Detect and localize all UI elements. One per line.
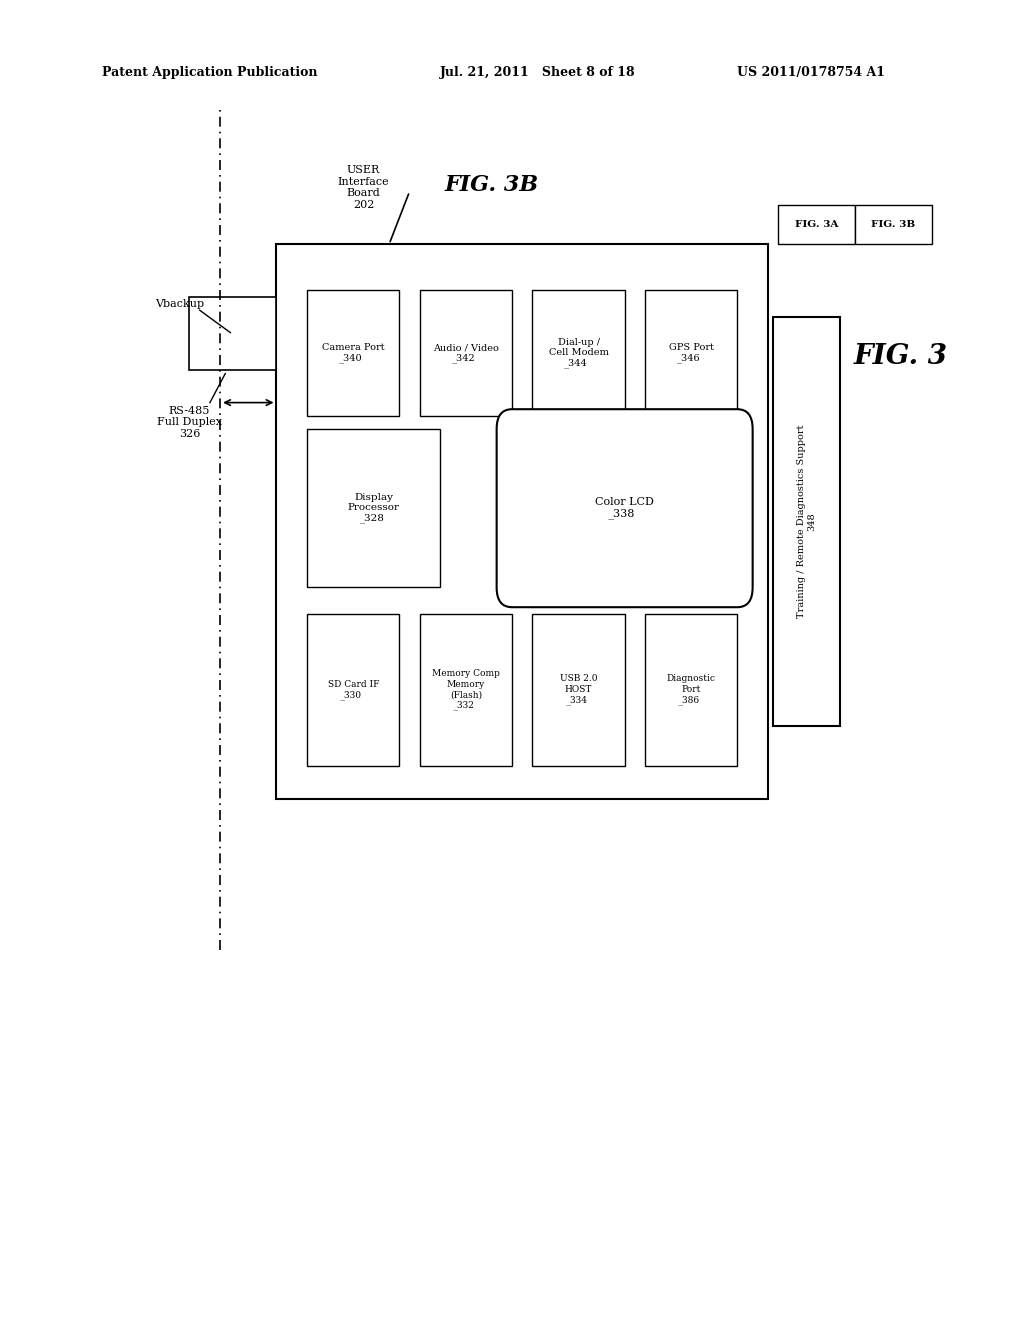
Bar (307, 290, 399, 416)
Text: SD Card IF
̲330: SD Card IF ̲330 (328, 680, 379, 700)
Text: Patent Application Publication: Patent Application Publication (102, 66, 317, 79)
Text: Display
Processor
̲328: Display Processor ̲328 (348, 492, 399, 524)
Text: RS-485
Full Duplex
326: RS-485 Full Duplex 326 (157, 405, 222, 440)
Bar (532, 614, 625, 766)
Text: FIG. 3: FIG. 3 (854, 343, 948, 370)
Text: US 2011/0178754 A1: US 2011/0178754 A1 (737, 66, 886, 79)
Text: Audio / Video
̲342: Audio / Video ̲342 (433, 343, 499, 363)
Bar (645, 614, 737, 766)
Bar (420, 614, 512, 766)
Bar (773, 317, 840, 726)
Text: Color LCD
̲338: Color LCD ̲338 (595, 498, 654, 519)
Text: Camera Port
̲340: Camera Port ̲340 (322, 343, 385, 363)
Bar (307, 429, 440, 587)
Text: USB 2.0
HOST
̲334: USB 2.0 HOST ̲334 (560, 675, 597, 705)
Text: Jul. 21, 2011   Sheet 8 of 18: Jul. 21, 2011 Sheet 8 of 18 (440, 66, 636, 79)
Text: FIG. 3B: FIG. 3B (871, 220, 915, 228)
Text: Memory Comp
Memory
(Flash)
̲332: Memory Comp Memory (Flash) ̲332 (432, 669, 500, 710)
Text: FIG. 3B: FIG. 3B (444, 174, 539, 195)
FancyBboxPatch shape (497, 409, 753, 607)
Bar (645, 290, 737, 416)
Bar (778, 205, 855, 244)
Bar (189, 297, 276, 370)
Text: Training / Remote Diagnostics Support
348: Training / Remote Diagnostics Support 34… (797, 425, 816, 618)
Bar (855, 205, 932, 244)
Text: GPS Port
̲346: GPS Port ̲346 (669, 343, 714, 363)
Bar (532, 290, 625, 416)
Text: USER
Interface
Board
202: USER Interface Board 202 (338, 165, 389, 210)
Text: Diagnostic
Port
̲386: Diagnostic Port ̲386 (667, 675, 716, 705)
Bar (420, 290, 512, 416)
Text: Vbackup: Vbackup (155, 298, 204, 309)
Bar (307, 614, 399, 766)
Text: Dial-up /
Cell Modem
̲344: Dial-up / Cell Modem ̲344 (549, 338, 608, 368)
Bar (276, 244, 768, 799)
Text: FIG. 3A: FIG. 3A (795, 220, 839, 228)
